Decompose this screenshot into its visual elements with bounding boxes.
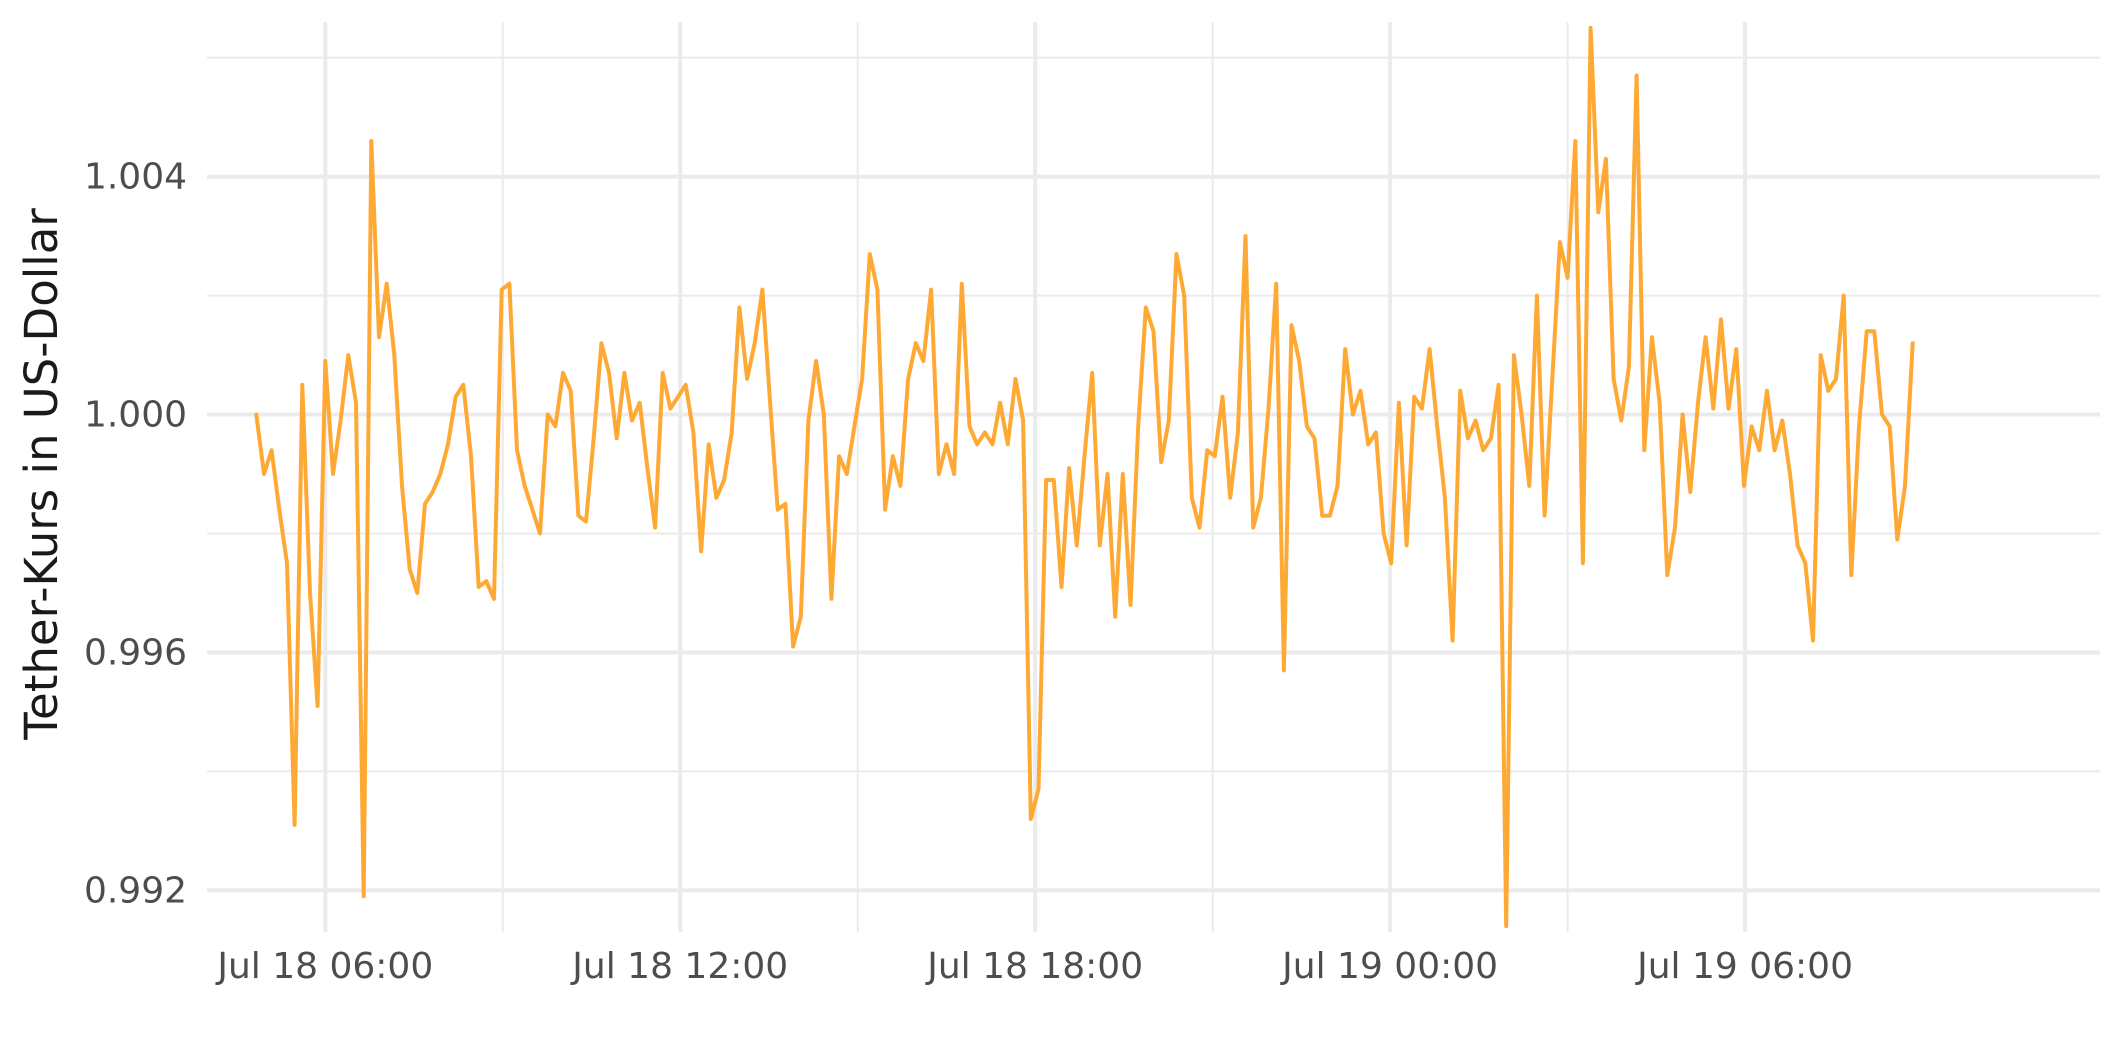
y-tick-label: 0.992 <box>84 870 187 911</box>
y-tick-label: 0.996 <box>84 632 187 673</box>
x-tick-label: Jul 19 00:00 <box>1280 946 1498 987</box>
y-tick-label: 1.004 <box>84 157 187 198</box>
series-layer <box>254 25 1915 929</box>
y-tick-label: 1.000 <box>84 395 187 436</box>
y-axis-title: Tether-Kurs in US-Dollar <box>15 208 68 741</box>
x-tick-label: Jul 18 18:00 <box>925 946 1143 987</box>
x-tick-label: Jul 19 06:00 <box>1635 946 1853 987</box>
y-axis-tick-labels: 0.992 0.996 1.000 1.004 <box>84 157 187 912</box>
x-tick-label: Jul 18 12:00 <box>570 946 788 987</box>
x-tick-label: Jul 18 06:00 <box>215 946 433 987</box>
series-line <box>254 25 1915 929</box>
minor-gridlines <box>207 22 2100 932</box>
x-axis-tick-labels: Jul 18 06:00 Jul 18 12:00 Jul 18 18:00 Jul … <box>215 946 1853 987</box>
